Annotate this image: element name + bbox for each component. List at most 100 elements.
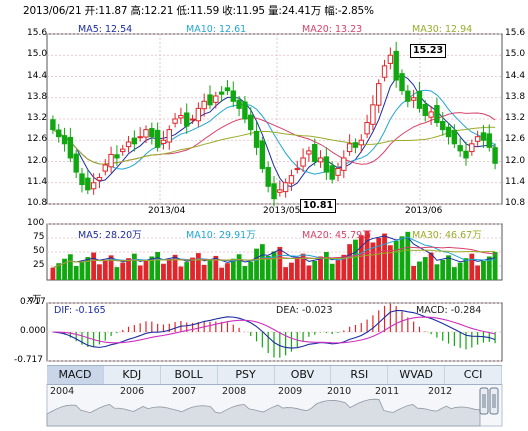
price-ma20-legend: MA20: 13.23 <box>302 24 363 35</box>
volume-bar <box>376 238 382 280</box>
overview-year-label: 2012 <box>428 386 453 397</box>
volume-bar <box>259 244 265 280</box>
candle-body <box>265 167 271 187</box>
candle-body <box>492 147 498 164</box>
vol-ma10-legend: MA10: 29.91万 <box>186 230 256 241</box>
volume-bar <box>56 263 62 280</box>
price-grid <box>47 33 502 205</box>
candle-body <box>364 122 370 135</box>
candle-body <box>306 150 312 155</box>
volume-bar <box>387 245 393 280</box>
candle-body <box>294 168 300 171</box>
volume-bar <box>155 252 161 280</box>
volume-bar <box>353 239 358 280</box>
candle-body <box>61 135 68 145</box>
candle-body <box>131 137 138 145</box>
candle-body <box>67 136 74 159</box>
volume-bar <box>149 256 155 280</box>
volume-bar <box>451 267 457 280</box>
tab-macd[interactable]: MACD <box>47 366 104 384</box>
overview-year-label: 2009 <box>278 386 303 397</box>
candle-body <box>434 105 440 124</box>
candle-body <box>399 73 405 92</box>
tab-obv[interactable]: OBV <box>275 366 332 384</box>
candle-body <box>242 101 248 120</box>
candle-body <box>253 130 260 148</box>
tab-wvad[interactable]: WVAD <box>388 366 446 384</box>
volume-bar <box>97 264 102 280</box>
high-value: 12.21 <box>144 5 174 17</box>
volume-bar <box>242 266 248 280</box>
candle-body <box>207 94 213 106</box>
volume-bar <box>230 258 236 280</box>
volume-bar <box>50 267 56 280</box>
candle-body <box>457 145 463 152</box>
volume-bar <box>486 256 492 280</box>
candle-body <box>259 140 266 170</box>
volume-bar <box>463 258 469 280</box>
tab-rsi[interactable]: RSI <box>331 366 389 384</box>
candle-body <box>370 104 376 125</box>
quote-header: 2013/06/21 开:11.87 高:12.21 低:11.59 收:11.… <box>23 3 374 18</box>
candle-body <box>410 97 417 101</box>
candle-body <box>288 175 295 184</box>
range-handle-right[interactable] <box>489 387 499 415</box>
volume-bar <box>225 263 230 280</box>
volume-bar <box>114 267 120 280</box>
volume-bar <box>347 244 353 280</box>
volume-bar <box>417 261 422 280</box>
volume-bar <box>248 261 254 280</box>
candle-body <box>236 99 242 109</box>
volume-bar <box>184 262 190 280</box>
candle-body <box>102 164 108 172</box>
low-label: 低: <box>176 5 190 17</box>
close-label: 收: <box>222 5 236 17</box>
volume-bar <box>85 257 91 280</box>
price-y-tick-right: 11.4 <box>505 176 526 187</box>
volume-bar <box>195 253 201 280</box>
volume-bar <box>289 262 294 280</box>
overview-year-label: 2004 <box>50 386 75 397</box>
open-value: 11.87 <box>98 5 128 17</box>
overview-year-label: 2008 <box>222 386 247 397</box>
volume-bar <box>469 253 475 280</box>
macd-dea-legend: DEA: -0.023 <box>276 305 333 316</box>
tab-boll[interactable]: BOLL <box>161 366 218 384</box>
volume-ma30-line <box>52 249 496 269</box>
candle-body <box>323 156 330 173</box>
candle-body <box>329 165 335 180</box>
price-y-tick-right: 13.2 <box>505 113 526 123</box>
candle-body <box>90 182 97 190</box>
volume-bar <box>277 246 283 280</box>
volume-bar <box>335 259 341 280</box>
volume-bar <box>318 256 323 280</box>
candle-body <box>114 154 120 159</box>
volume-bar <box>294 258 300 280</box>
volume-bar <box>207 260 213 280</box>
volume-bar <box>213 255 219 280</box>
volume-bar <box>405 231 411 280</box>
tab-psy[interactable]: PSY <box>218 366 275 384</box>
volume-bar <box>137 265 143 280</box>
volume-bar <box>382 233 387 280</box>
range-handle-left[interactable] <box>479 387 489 415</box>
candle-body <box>451 129 458 145</box>
volume-y-tick: 25 <box>33 260 45 270</box>
vol-ma30-legend: MA30: 46.67万 <box>412 230 482 241</box>
candle-body <box>300 157 306 167</box>
candle-body <box>154 129 161 148</box>
volume-bar <box>428 252 434 280</box>
tab-cci[interactable]: CCI <box>445 366 502 384</box>
candle-body <box>480 132 487 141</box>
tab-kdj[interactable]: KDJ <box>104 366 161 384</box>
volume-bar <box>399 236 405 280</box>
volume-bar <box>190 257 195 280</box>
volume-bar <box>440 259 446 280</box>
price-ma5-line <box>52 74 496 188</box>
candle-body <box>416 90 423 109</box>
volume-bar <box>201 264 207 280</box>
volume-bar <box>236 254 242 280</box>
candle-body <box>282 182 289 193</box>
volume-label: 量: <box>268 5 282 17</box>
